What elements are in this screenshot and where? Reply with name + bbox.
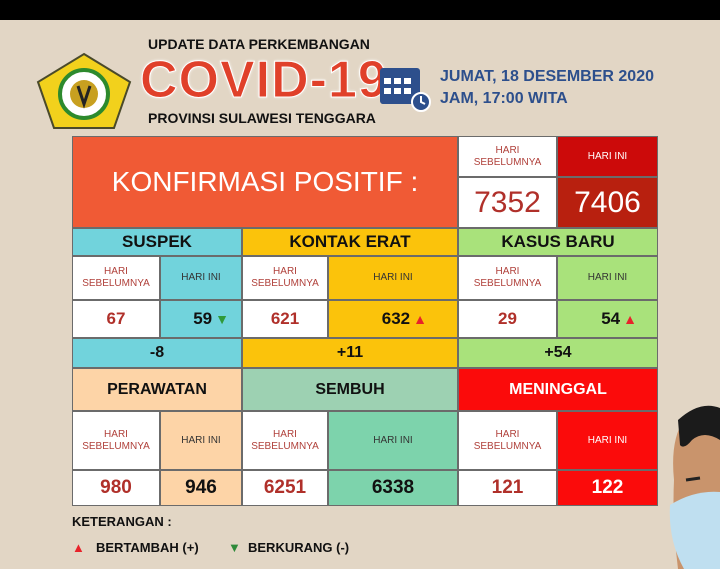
kasus-prev-value: 29 (458, 300, 557, 338)
suspek-today-label: HARI INI (160, 256, 242, 300)
perawatan-today-value: 946 (160, 470, 242, 506)
konfirmasi-prev-label: HARI SEBELUMNYA (458, 136, 557, 177)
date-text: JUMAT, 18 DESEMBER 2020 (440, 68, 654, 85)
kontak-prev-label: HARI SEBELUMNYA (242, 256, 328, 300)
suspek-title: SUSPEK (72, 228, 242, 256)
konfirmasi-title: KONFIRMASI POSITIF : (72, 136, 458, 228)
meninggal-prev-label: HARI SEBELUMNYA (458, 411, 557, 470)
meninggal-prev-value: 121 (458, 470, 557, 506)
suspek-today-value: 59 ▼ (160, 300, 242, 338)
suspek-prev-value: 67 (72, 300, 160, 338)
sembuh-title: SEMBUH (242, 368, 458, 411)
kontak-today-label: HARI INI (328, 256, 458, 300)
perawatan-prev-value: 980 (72, 470, 160, 506)
arrow-down-icon: ▼ (228, 540, 241, 555)
calendar-icon (380, 68, 431, 112)
arrow-up-icon: ▲ (72, 540, 85, 555)
meninggal-today-value: 122 (557, 470, 658, 506)
kasus-today-number: 54 (601, 309, 621, 328)
kasus-prev-label: HARI SEBELUMNYA (458, 256, 557, 300)
kasus-title: KASUS BARU (458, 228, 658, 256)
suspek-prev-label: HARI SEBELUMNYA (72, 256, 160, 300)
arrow-up-icon: ▲ (413, 311, 427, 327)
suspek-today-number: 59 (193, 309, 213, 328)
header-title: COVID-19 (140, 51, 388, 110)
top-bar (0, 0, 720, 20)
kontak-today-number: 632 (381, 309, 411, 328)
kontak-prev-value: 621 (242, 300, 328, 338)
sembuh-prev-label: HARI SEBELUMNYA (242, 411, 328, 470)
kontak-today-value: 632 ▲ (328, 300, 458, 338)
suspek-diff: -8 (72, 338, 242, 368)
time-text: JAM, 17:00 WITA (440, 90, 568, 107)
masked-person-illustration (669, 405, 720, 569)
legend-title: KETERANGAN : (72, 514, 172, 529)
perawatan-title: PERAWATAN (72, 368, 242, 411)
header-line1: UPDATE DATA PERKEMBANGAN (148, 36, 370, 52)
meninggal-title: MENINGGAL (458, 368, 658, 411)
meninggal-today-label: HARI INI (557, 411, 658, 470)
legend-up: BERTAMBAH (+) (96, 540, 199, 555)
kontak-diff: +11 (242, 338, 458, 368)
kasus-diff: +54 (458, 338, 658, 368)
sembuh-today-value: 6338 (328, 470, 458, 506)
konfirmasi-today-value: 7406 (557, 177, 658, 228)
perawatan-prev-label: HARI SEBELUMNYA (72, 411, 160, 470)
konfirmasi-today-label: HARI INI (557, 136, 658, 177)
sembuh-today-label: HARI INI (328, 411, 458, 470)
legend-down: BERKURANG (-) (248, 540, 350, 555)
province-logo (36, 52, 132, 129)
kasus-today-value: 54 ▲ (557, 300, 658, 338)
arrow-down-icon: ▼ (215, 311, 229, 327)
kontak-title: KONTAK ERAT (242, 228, 458, 256)
kasus-today-label: HARI INI (557, 256, 658, 300)
header-line3: PROVINSI SULAWESI TENGGARA (148, 110, 376, 126)
arrow-up-icon: ▲ (623, 311, 637, 327)
sembuh-prev-value: 6251 (242, 470, 328, 506)
konfirmasi-prev-value: 7352 (458, 177, 557, 228)
perawatan-today-label: HARI INI (160, 411, 242, 470)
